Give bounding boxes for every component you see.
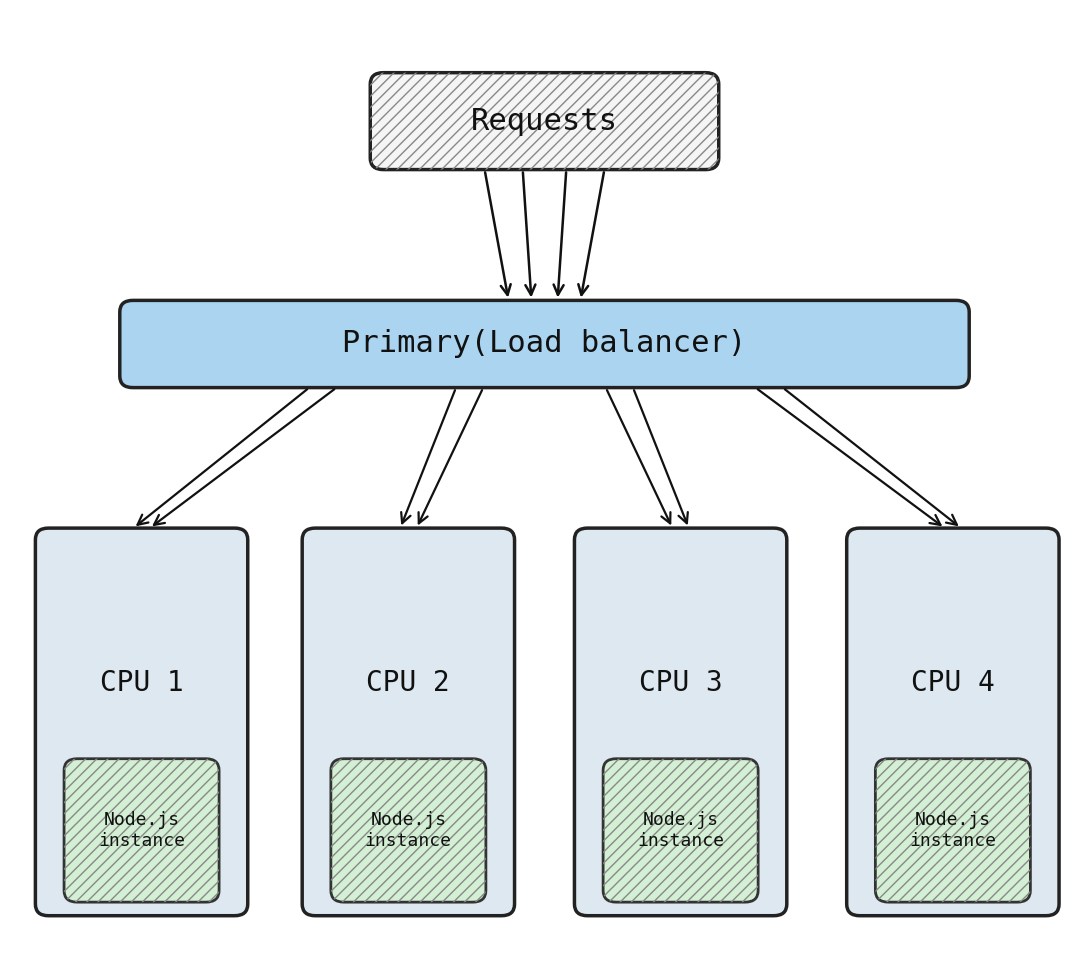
Text: CPU 3: CPU 3 <box>639 670 722 697</box>
FancyBboxPatch shape <box>35 528 248 916</box>
FancyBboxPatch shape <box>847 528 1059 916</box>
Text: CPU 1: CPU 1 <box>100 670 183 697</box>
FancyBboxPatch shape <box>876 759 1030 902</box>
Text: Primary(Load balancer): Primary(Load balancer) <box>342 329 747 359</box>
FancyBboxPatch shape <box>120 300 969 388</box>
Text: Node.js
instance: Node.js instance <box>98 811 185 850</box>
Text: Node.js
instance: Node.js instance <box>365 811 452 850</box>
FancyBboxPatch shape <box>64 759 219 902</box>
FancyBboxPatch shape <box>302 528 514 916</box>
Text: CPU 2: CPU 2 <box>367 670 450 697</box>
FancyBboxPatch shape <box>603 759 758 902</box>
Text: Node.js
instance: Node.js instance <box>637 811 724 850</box>
FancyBboxPatch shape <box>370 73 719 170</box>
FancyBboxPatch shape <box>575 528 786 916</box>
Text: Node.js
instance: Node.js instance <box>909 811 996 850</box>
Text: CPU 4: CPU 4 <box>911 670 994 697</box>
FancyBboxPatch shape <box>331 759 486 902</box>
Text: Requests: Requests <box>472 107 617 136</box>
